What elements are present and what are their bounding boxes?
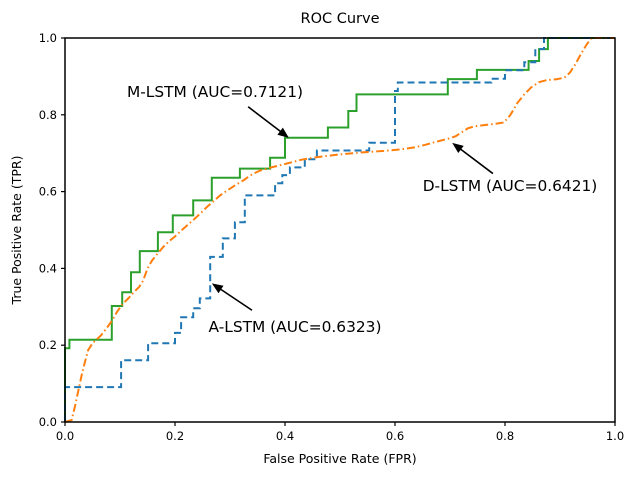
x-axis-label: False Positive Rate (FPR) [263, 451, 417, 466]
x-tick-label: 0.4 [276, 429, 294, 443]
a-lstm-curve [64, 37, 615, 422]
x-tick-label: 0.2 [166, 429, 184, 443]
y-axis-label: True Positive Rate (TPR) [9, 155, 24, 305]
d-lstm-arrow-line [458, 147, 494, 175]
y-tick-label: 1.0 [39, 31, 57, 45]
d-lstm-curve [64, 37, 615, 423]
d-lstm-arrow-head [452, 142, 464, 154]
x-tick-label: 0.8 [496, 429, 514, 443]
m-lstm-curve [64, 37, 615, 422]
y-tick-label: 0.0 [39, 415, 57, 429]
annotation-d-lstm-label: D-LSTM (AUC=0.6421) [422, 177, 598, 195]
x-tick-label: 0.6 [386, 429, 404, 443]
y-tick-label: 0.6 [39, 185, 57, 199]
axes-frame [64, 37, 616, 423]
m-lstm-arrow-line [247, 106, 283, 134]
y-tick-label: 0.2 [39, 338, 57, 352]
a-lstm-arrow-line [218, 287, 253, 311]
annotation-a-lstm-label: A-LSTM (AUC=0.6323) [208, 318, 382, 336]
a-lstm-arrow-head [211, 283, 224, 294]
x-tick-label: 1.0 [606, 429, 624, 443]
m-lstm-arrow-head [277, 127, 289, 138]
y-tick-label: 0.8 [39, 108, 57, 122]
chart-title: ROC Curve [300, 11, 380, 27]
x-tick-label: 0.0 [56, 429, 74, 443]
y-tick-label: 0.4 [39, 261, 57, 275]
annotation-m-lstm-label: M-LSTM (AUC=0.7121) [126, 83, 304, 101]
